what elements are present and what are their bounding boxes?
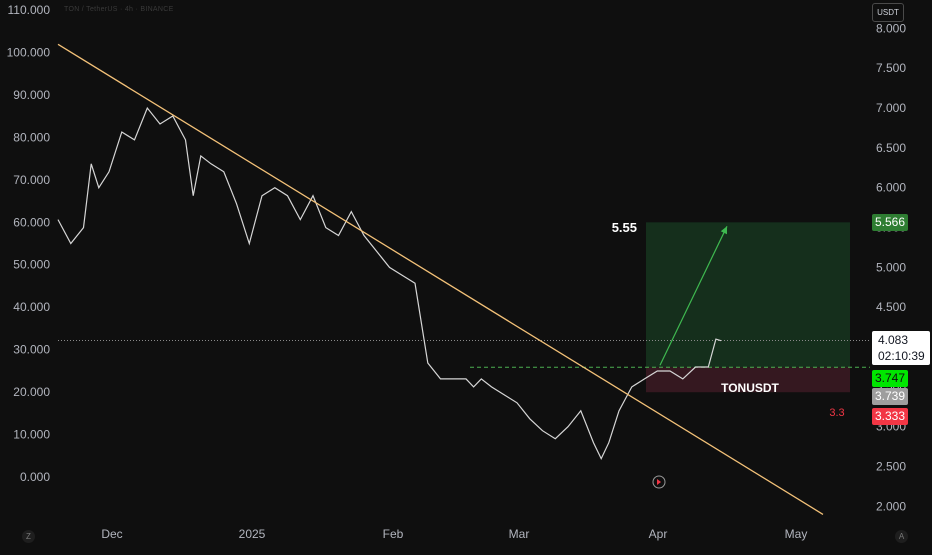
right-tick-label: 2.000 (876, 499, 906, 513)
right-tick-label: 7.000 (876, 101, 906, 115)
left-tick-label: 40.000 (13, 300, 50, 314)
right-tick-label: 4.500 (876, 300, 906, 314)
left-tick-label: 110.000 (8, 3, 51, 17)
currency-button[interactable]: USDT (872, 3, 904, 22)
x-tick-label: 2025 (239, 527, 266, 541)
current-price-tag: 4.083 02:10:39 (872, 331, 930, 365)
x-tick-label: Apr (649, 527, 668, 541)
entry-price-tag: 3.747 (872, 370, 908, 387)
target-label: 5.55 (612, 220, 637, 235)
left-tick-label: 100.000 (7, 45, 51, 59)
replay-icon[interactable] (652, 475, 666, 489)
right-tick-label: 5.000 (876, 260, 906, 274)
left-tick-label: 80.000 (13, 130, 50, 144)
series-price (57, 106, 722, 460)
auto-scale-icon[interactable]: A (895, 530, 908, 543)
left-tick-label: 10.000 (13, 428, 50, 442)
x-tick-label: Feb (383, 527, 404, 541)
left-tick-label: 70.000 (13, 173, 50, 187)
right-tick-label: 2.500 (876, 460, 906, 474)
left-tick-label: 20.000 (13, 385, 50, 399)
bar-countdown: 02:10:39 (878, 349, 925, 363)
current-price-value: 4.083 (878, 333, 909, 347)
last-price-tag: 3.739 (872, 388, 908, 405)
target-arrow[interactable] (659, 226, 728, 366)
target-arrowhead (720, 226, 728, 235)
stop-label: 3.3 (829, 407, 844, 419)
left-price-axis: 110.000 100.000 90.000 80.000 70.000 60.000 50… (7, 3, 51, 484)
stop-zone[interactable] (646, 367, 850, 393)
zoom-icon[interactable]: Z (22, 530, 35, 543)
target-price-tag: 5.566 (872, 214, 908, 231)
left-tick-label: 50.000 (13, 258, 50, 272)
x-tick-label: May (785, 527, 808, 541)
right-price-axis[interactable]: 8.0007.5007.0006.5006.0005.5005.0004.500… (876, 21, 906, 513)
right-tick-label: 6.500 (876, 141, 906, 155)
x-tick-label: Dec (101, 527, 122, 541)
time-axis[interactable]: Dec 2025 Feb Mar Apr May (101, 527, 807, 541)
left-tick-label: 90.000 (13, 88, 50, 102)
stop-price-tag: 3.333 (872, 408, 908, 425)
trendline[interactable] (57, 43, 824, 515)
right-tick-label: 8.000 (876, 21, 906, 35)
x-tick-label: Mar (509, 527, 530, 541)
target-zone[interactable] (646, 222, 850, 368)
position-label: TONUSDT (721, 381, 779, 395)
left-tick-label: 0.000 (20, 470, 50, 484)
right-tick-label: 6.000 (876, 181, 906, 195)
symbol-header[interactable]: TON / TetherUS · 4h · BINANCE (64, 6, 174, 13)
left-tick-label: 30.000 (13, 343, 50, 357)
left-tick-label: 60.000 (13, 215, 50, 229)
right-tick-label: 7.500 (876, 61, 906, 75)
